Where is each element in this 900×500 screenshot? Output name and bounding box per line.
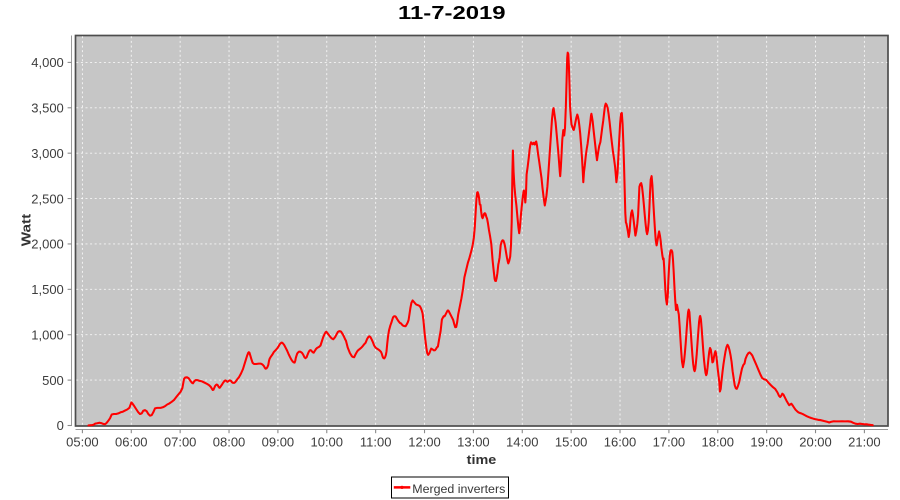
- svg-text:4,000: 4,000: [31, 55, 64, 70]
- svg-text:11:00: 11:00: [360, 434, 392, 449]
- svg-text:17:00: 17:00: [653, 434, 686, 449]
- svg-text:15:00: 15:00: [555, 434, 588, 449]
- svg-text:14:00: 14:00: [506, 434, 539, 449]
- svg-text:time: time: [467, 452, 497, 467]
- svg-text:06:00: 06:00: [115, 434, 148, 449]
- svg-text:20:00: 20:00: [799, 434, 832, 449]
- svg-text:10:00: 10:00: [310, 434, 343, 449]
- svg-text:Merged inverters: Merged inverters: [412, 482, 505, 496]
- svg-text:05:00: 05:00: [66, 434, 99, 449]
- svg-text:18:00: 18:00: [701, 434, 734, 449]
- svg-text:07:00: 07:00: [164, 434, 197, 449]
- svg-text:09:00: 09:00: [262, 434, 295, 449]
- svg-text:16:00: 16:00: [604, 434, 637, 449]
- svg-text:11-7-2019: 11-7-2019: [398, 3, 506, 23]
- svg-text:1,000: 1,000: [31, 327, 64, 342]
- svg-text:3,500: 3,500: [31, 100, 64, 115]
- svg-text:2,000: 2,000: [31, 237, 64, 252]
- svg-text:19:00: 19:00: [750, 434, 783, 449]
- svg-text:2,500: 2,500: [31, 191, 64, 206]
- svg-text:Watt: Watt: [19, 213, 34, 246]
- svg-text:08:00: 08:00: [213, 434, 246, 449]
- svg-text:21:00: 21:00: [848, 434, 881, 449]
- svg-text:0: 0: [57, 418, 64, 433]
- svg-text:500: 500: [42, 373, 64, 388]
- svg-text:1,500: 1,500: [31, 282, 64, 297]
- svg-text:3,000: 3,000: [31, 146, 64, 161]
- svg-text:13:00: 13:00: [457, 434, 490, 449]
- svg-text:12:00: 12:00: [408, 434, 441, 449]
